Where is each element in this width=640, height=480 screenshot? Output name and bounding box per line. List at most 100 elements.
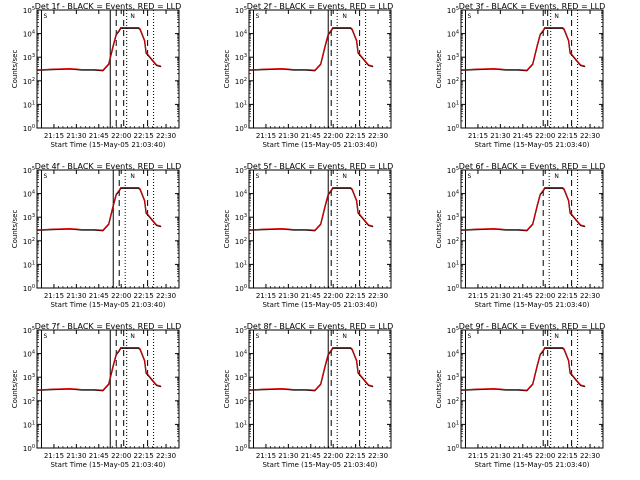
- x-tick-label: 21:45: [513, 132, 533, 140]
- y-tick-label: 105: [235, 326, 247, 335]
- x-tick-label: 22:00: [111, 292, 131, 300]
- x-tick-label: 22:15: [558, 132, 578, 140]
- marker-label: S: [255, 13, 259, 20]
- y-axis-label: Counts/sec: [223, 50, 231, 89]
- panel-title: Det 4f - BLACK = Events, RED = LLD: [35, 162, 182, 171]
- panel-det-5f: Det 5f - BLACK = Events, RED = LLD 100 101…: [223, 162, 393, 309]
- x-axis-label: Start Time (15-May-05 21:03:40): [262, 461, 377, 469]
- x-tick-label: 21:15: [468, 452, 488, 460]
- y-tick-label: 102: [447, 237, 459, 246]
- x-tick-label: 21:15: [468, 132, 488, 140]
- series-lld-line: [36, 27, 162, 71]
- x-tick-label: 22:00: [323, 452, 343, 460]
- marker-label: N: [342, 333, 347, 340]
- x-tick-label: 21:15: [256, 292, 276, 300]
- y-tick-label: 102: [23, 397, 35, 406]
- x-tick-label: 22:00: [111, 132, 131, 140]
- y-tick-label: 101: [447, 260, 459, 269]
- x-tick-label: 22:15: [346, 452, 366, 460]
- x-tick-label: 21:30: [66, 132, 86, 140]
- panel-det-7f: Det 7f - BLACK = Events, RED = LLD 100 101…: [11, 322, 181, 469]
- x-tick-label: 21:15: [468, 292, 488, 300]
- panel-title: Det 9f - BLACK = Events, RED = LLD: [459, 322, 606, 331]
- x-tick-label: 21:45: [89, 132, 109, 140]
- series-lld-line: [248, 187, 374, 231]
- x-tick-label: 22:00: [323, 132, 343, 140]
- y-tick-label: 100: [235, 124, 247, 133]
- x-tick-label: 22:30: [156, 452, 176, 460]
- x-tick-label: 21:45: [89, 452, 109, 460]
- x-tick-label: 22:30: [580, 132, 600, 140]
- y-tick-label: 105: [447, 326, 459, 335]
- x-axis-label: Start Time (15-May-05 21:03:40): [262, 301, 377, 309]
- x-tick-label: 21:15: [256, 132, 276, 140]
- x-tick-label: 21:15: [44, 452, 64, 460]
- y-tick-label: 104: [235, 190, 247, 199]
- x-tick-label: 21:30: [278, 452, 298, 460]
- x-tick-label: 21:30: [490, 132, 510, 140]
- y-tick-label: 100: [23, 124, 35, 133]
- y-tick-label: 103: [23, 53, 35, 62]
- x-tick-label: 21:15: [44, 292, 64, 300]
- y-tick-label: 101: [447, 100, 459, 109]
- x-tick-label: 22:30: [368, 292, 388, 300]
- x-tick-label: 22:15: [134, 452, 154, 460]
- x-tick-label: 21:30: [490, 452, 510, 460]
- y-tick-label: 100: [447, 124, 459, 133]
- y-tick-label: 105: [447, 166, 459, 175]
- y-tick-label: 102: [235, 77, 247, 86]
- y-axis-label: Counts/sec: [435, 370, 443, 409]
- x-tick-label: 22:15: [346, 132, 366, 140]
- y-tick-label: 104: [447, 350, 459, 359]
- panel-title: Det 1f - BLACK = Events, RED = LLD: [35, 2, 182, 11]
- y-tick-label: 101: [235, 100, 247, 109]
- y-tick-label: 100: [23, 284, 35, 293]
- panel-title: Det 2f - BLACK = Events, RED = LLD: [247, 2, 394, 11]
- x-tick-label: 22:30: [368, 132, 388, 140]
- x-tick-label: 21:15: [44, 132, 64, 140]
- marker-label: N: [342, 13, 347, 20]
- y-axis-label: Counts/sec: [223, 210, 231, 249]
- y-tick-label: 102: [235, 397, 247, 406]
- x-tick-label: 21:45: [513, 452, 533, 460]
- x-tick-label: 21:15: [256, 452, 276, 460]
- marker-label: S: [43, 333, 47, 340]
- x-tick-label: 21:45: [301, 132, 321, 140]
- y-tick-label: 101: [23, 100, 35, 109]
- y-tick-label: 104: [235, 350, 247, 359]
- x-tick-label: 22:30: [580, 452, 600, 460]
- marker-label: S: [467, 333, 471, 340]
- y-tick-label: 102: [447, 77, 459, 86]
- marker-label: S: [43, 173, 47, 180]
- x-tick-label: 21:45: [301, 452, 321, 460]
- y-tick-label: 100: [447, 444, 459, 453]
- marker-label: N: [554, 333, 559, 340]
- marker-label: S: [467, 173, 471, 180]
- y-tick-label: 104: [447, 30, 459, 39]
- x-tick-label: 22:15: [134, 292, 154, 300]
- x-tick-label: 22:30: [368, 452, 388, 460]
- y-axis-label: Counts/sec: [223, 370, 231, 409]
- panel-title: Det 6f - BLACK = Events, RED = LLD: [459, 162, 606, 171]
- y-tick-label: 103: [235, 213, 247, 222]
- y-tick-label: 105: [23, 326, 35, 335]
- y-axis-label: Counts/sec: [435, 50, 443, 89]
- y-tick-label: 104: [235, 30, 247, 39]
- marker-label: N: [130, 333, 135, 340]
- panel-title: Det 5f - BLACK = Events, RED = LLD: [247, 162, 394, 171]
- x-axis-label: Start Time (15-May-05 21:03:40): [50, 141, 165, 149]
- y-axis-label: Counts/sec: [11, 50, 19, 89]
- y-tick-label: 100: [23, 444, 35, 453]
- x-tick-label: 22:15: [558, 292, 578, 300]
- y-tick-label: 102: [23, 77, 35, 86]
- panel-title: Det 3f - BLACK = Events, RED = LLD: [459, 2, 606, 11]
- y-tick-label: 102: [447, 397, 459, 406]
- marker-label: N: [342, 173, 347, 180]
- x-tick-label: 22:00: [111, 452, 131, 460]
- y-tick-label: 101: [235, 260, 247, 269]
- x-axis-label: Start Time (15-May-05 21:03:40): [474, 301, 589, 309]
- series-lld-line: [460, 187, 586, 231]
- marker-label: S: [43, 13, 47, 20]
